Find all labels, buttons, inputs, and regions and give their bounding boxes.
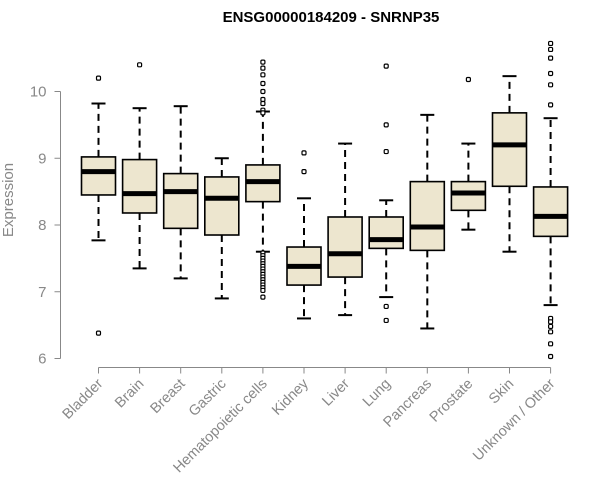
box-skin <box>491 75 528 253</box>
iqr-box <box>409 180 446 252</box>
box-bladder <box>80 75 117 336</box>
outlier-point <box>547 341 554 347</box>
y-axis: 6 7 8 9 10 <box>30 84 61 368</box>
outlier-point <box>260 59 266 65</box>
y-tick-label: 6 <box>38 351 46 368</box>
iqr-box <box>368 216 405 250</box>
outlier-point <box>260 72 266 78</box>
outlier-point <box>383 148 389 155</box>
box-hematopoietic-cells <box>245 59 281 300</box>
outlier-point <box>95 330 102 336</box>
y-tick-label: 8 <box>38 217 46 234</box>
iqr-box <box>327 216 363 278</box>
x-tick-label: Kidney <box>269 375 312 418</box>
outlier-point <box>383 317 389 324</box>
x-tick-label: Prostate <box>427 376 476 425</box>
outlier-point <box>383 122 389 128</box>
box-breast <box>162 105 199 280</box>
x-tick-label: Liver <box>319 376 353 410</box>
outlier-point <box>260 100 266 107</box>
iqr-box <box>162 172 199 230</box>
box-pancreas <box>409 113 446 330</box>
outlier-point <box>260 110 266 116</box>
outlier-point <box>260 88 266 95</box>
box-lung <box>368 63 405 324</box>
boxes-layer <box>80 40 569 360</box>
outlier-point <box>547 70 554 77</box>
y-axis-label: Expression <box>0 163 17 237</box>
outlier-point <box>547 319 554 325</box>
outlier-point <box>301 150 307 156</box>
iqr-box <box>450 180 487 212</box>
outlier-point <box>547 102 554 108</box>
outlier-point <box>383 63 389 69</box>
box-kidney <box>286 150 322 320</box>
y-tick-label: 10 <box>30 84 47 101</box>
x-tick-label: Brain <box>112 376 147 411</box>
iqr-box <box>80 156 117 196</box>
iqr-box <box>491 112 528 188</box>
outlier-point <box>260 80 266 87</box>
outlier-point <box>547 46 554 53</box>
outlier-point <box>260 294 266 300</box>
box-unknown-other <box>532 40 569 360</box>
outlier-point <box>547 353 554 360</box>
y-tick-label: 9 <box>38 150 46 167</box>
x-tick-label: Skin <box>486 376 517 407</box>
iqr-box <box>121 158 158 214</box>
box-brain <box>121 62 158 270</box>
x-tick-label: Breast <box>148 376 189 417</box>
box-gastric <box>204 157 240 300</box>
y-tick-label: 7 <box>38 284 46 301</box>
chart-title: ENSG00000184209 - SNRNP35 <box>223 9 440 26</box>
outlier-point <box>547 40 554 47</box>
outlier-point <box>547 323 554 330</box>
box-prostate <box>450 76 487 231</box>
outlier-point <box>547 82 554 88</box>
outlier-point <box>95 75 102 81</box>
x-tick-label: Bladder <box>60 376 107 423</box>
outlier-point <box>465 76 471 83</box>
outlier-point <box>547 55 554 61</box>
box-liver <box>327 142 363 317</box>
outlier-point <box>260 96 266 103</box>
outlier-point <box>260 65 266 71</box>
outlier-point <box>547 329 554 335</box>
outlier-point <box>383 303 389 310</box>
iqr-box <box>204 176 240 236</box>
outlier-point <box>137 62 143 68</box>
outlier-point <box>301 169 307 175</box>
iqr-box <box>532 186 569 238</box>
x-tick-label: Lung <box>360 376 394 410</box>
outlier-point <box>260 287 266 294</box>
